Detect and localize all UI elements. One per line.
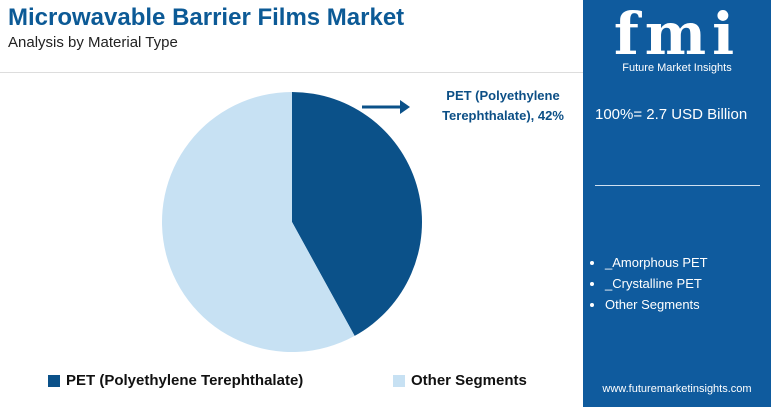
legend-swatch bbox=[393, 374, 405, 387]
market-total: 100%= 2.7 USD Billion bbox=[595, 106, 748, 123]
legend-item: PET (Polyethylene Terephthalate) bbox=[48, 372, 303, 389]
website: www.futuremarketinsights.com bbox=[602, 383, 752, 395]
segment: _Amorphous PET bbox=[605, 252, 708, 273]
segment: _Crystalline PET bbox=[605, 273, 708, 294]
brand: Future Market Insights bbox=[622, 62, 732, 74]
legend-item: Other Segments bbox=[393, 372, 527, 389]
arrow-head bbox=[400, 100, 410, 114]
logo: fmi bbox=[613, 0, 741, 68]
legend-swatch bbox=[48, 374, 60, 387]
value-label: PET (Polyethylene Terephthalate), 42% bbox=[442, 88, 564, 123]
chart-title: Microwavable Barrier Films Market bbox=[8, 4, 405, 31]
pie-slice bbox=[292, 92, 422, 336]
segment: Other Segments bbox=[605, 294, 708, 315]
chart-subtitle: Analysis by Material Type bbox=[8, 34, 178, 51]
chart bbox=[162, 92, 422, 352]
divider bbox=[0, 72, 583, 73]
separator bbox=[595, 185, 760, 186]
segment-list: _Amorphous PET _Crystalline PET Other Se… bbox=[593, 252, 708, 315]
legend-label: PET (Polyethylene Terephthalate) bbox=[66, 372, 304, 389]
pie-slice bbox=[162, 92, 355, 352]
info-panel: fmi Future Market Insights 100%= 2.7 USD… bbox=[583, 0, 771, 407]
legend-label: Other Segments bbox=[411, 372, 527, 389]
